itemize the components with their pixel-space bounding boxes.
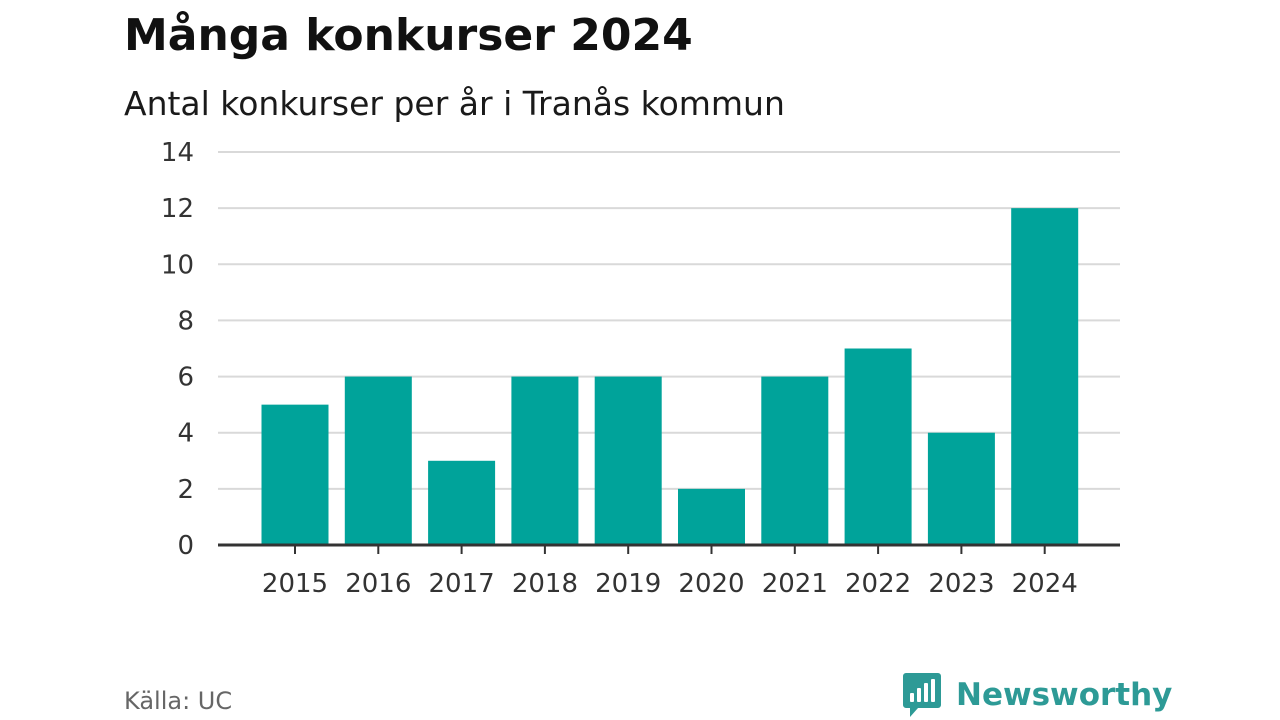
bar-2015 <box>261 404 329 545</box>
x-tick-label: 2021 <box>762 569 828 599</box>
x-tick-label: 2015 <box>262 569 328 599</box>
y-tick-label: 10 <box>161 250 194 280</box>
x-tick-label: 2023 <box>928 569 994 599</box>
bar-2016 <box>344 376 412 545</box>
bar-2018 <box>511 376 579 545</box>
x-tick-label: 2018 <box>512 569 578 599</box>
y-tick-label: 8 <box>177 306 194 336</box>
bar-2024 <box>1011 208 1079 545</box>
y-tick-label: 12 <box>161 194 194 224</box>
bar-2021 <box>761 376 829 545</box>
x-tick-label: 2020 <box>678 569 744 599</box>
axes <box>218 543 1120 554</box>
bar-2023 <box>927 432 995 545</box>
chart-subtitle: Antal konkurser per år i Tranås kommun <box>124 84 785 123</box>
y-tick-label: 14 <box>161 138 194 168</box>
newsworthy-logo-text: Newsworthy <box>956 677 1173 713</box>
bar-2022 <box>844 348 912 545</box>
x-tick-label: 2024 <box>1012 569 1078 599</box>
newsworthy-logo-icon <box>903 673 941 717</box>
x-tick-label: 2017 <box>429 569 495 599</box>
x-tick-label: 2022 <box>845 569 911 599</box>
y-tick-label: 0 <box>177 531 194 561</box>
x-tick-label: 2016 <box>345 569 411 599</box>
tick-labels: 0 2 4 6 8 10 12 14 2015 2016 2017 2018 2019 2020 2021 2… <box>161 138 1078 599</box>
bar-2017 <box>428 460 496 545</box>
y-tick-label: 2 <box>177 475 194 505</box>
bar-2020 <box>678 488 745 545</box>
x-tick-label: 2019 <box>595 569 661 599</box>
bar-2019 <box>594 376 662 545</box>
y-tick-label: 4 <box>177 419 194 449</box>
y-tick-label: 6 <box>177 363 194 393</box>
newsworthy-logo: Newsworthy <box>902 670 1172 720</box>
chart-title: Många konkurser 2024 <box>124 10 693 61</box>
bars <box>261 208 1079 545</box>
source-note: Källa: UC <box>124 687 233 715</box>
